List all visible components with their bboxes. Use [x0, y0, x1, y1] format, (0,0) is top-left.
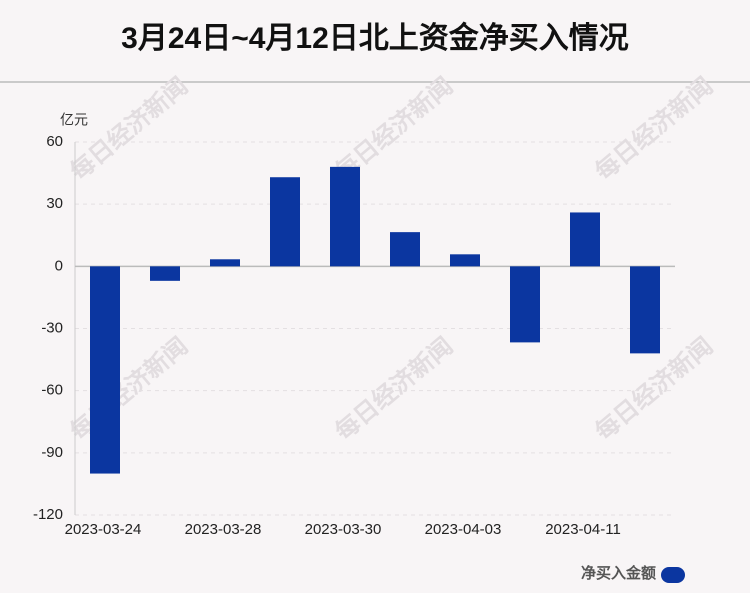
- y-tick-label: 30: [46, 195, 63, 212]
- bar: [90, 266, 120, 474]
- y-tick-label: -60: [41, 382, 63, 399]
- y-tick-label: 60: [46, 133, 63, 150]
- x-tick-label: 2023-03-30: [305, 521, 382, 538]
- x-tick-label: 2023-04-03: [425, 521, 502, 538]
- legend-swatch: [661, 567, 685, 583]
- bar: [630, 266, 660, 354]
- bar: [210, 259, 240, 267]
- y-tick-label: -30: [41, 319, 63, 336]
- bar: [270, 177, 300, 267]
- legend-label: 净买入金额: [581, 564, 656, 582]
- bar: [150, 266, 180, 281]
- y-unit: 亿元: [60, 112, 88, 128]
- bar: [510, 266, 540, 343]
- bar: [330, 166, 360, 267]
- y-tick-label: 0: [55, 257, 63, 274]
- x-tick-label: 2023-03-24: [65, 521, 142, 538]
- y-tick-label: -90: [41, 444, 63, 461]
- chart-title: 3月24日~4月12日北上资金净买入情况: [121, 21, 629, 55]
- bar: [450, 254, 480, 267]
- bar: [570, 212, 600, 267]
- x-tick-label: 2023-03-28: [185, 521, 262, 538]
- bar: [390, 232, 420, 267]
- y-tick-label: -120: [33, 506, 63, 523]
- x-tick-label: 2023-04-11: [545, 521, 621, 538]
